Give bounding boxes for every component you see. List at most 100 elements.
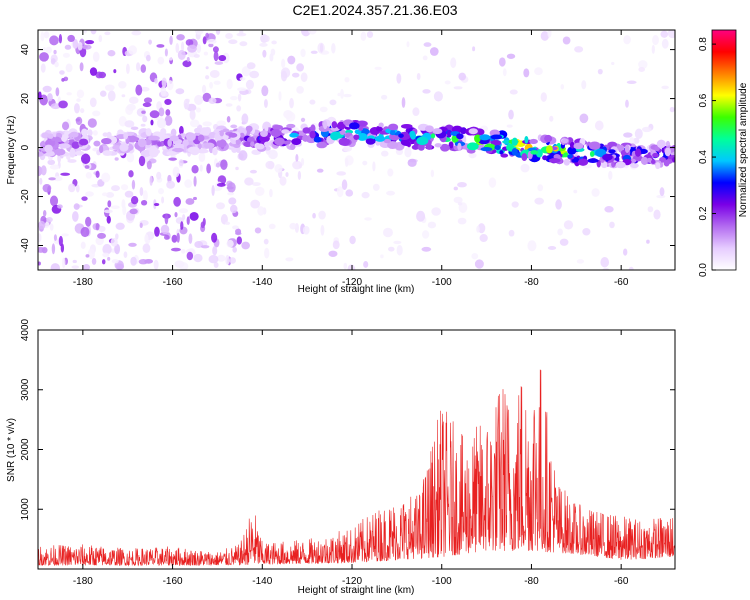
heatmap-cell — [574, 46, 584, 53]
heatmap-cell — [652, 152, 659, 158]
heatmap-cell — [194, 127, 202, 134]
heatmap-cell — [173, 196, 181, 207]
heatmap-cell — [319, 106, 328, 113]
heatmap-cell — [128, 242, 137, 247]
heatmap-cell — [534, 67, 543, 76]
heatmap-cell — [164, 48, 168, 57]
heatmap-cell — [89, 97, 97, 108]
heatmap-cell — [124, 120, 135, 128]
heatmap-cell — [199, 127, 212, 136]
heatmap-cell — [146, 54, 151, 62]
heatmap-cell — [40, 31, 45, 42]
heatmap-cell — [140, 149, 152, 157]
heatmap-cell — [511, 137, 518, 146]
heatmap-cell — [265, 160, 275, 170]
heatmap-cell — [149, 175, 153, 186]
heatmap-cell — [378, 122, 384, 129]
heatmap-cell — [289, 97, 294, 109]
heatmap-cell — [85, 216, 92, 227]
heatmap-cell — [58, 143, 71, 149]
heatmap-cell — [110, 205, 120, 210]
heatmap-cell — [549, 115, 554, 122]
heatmap-cell — [611, 161, 616, 168]
heatmap-cell — [203, 142, 215, 149]
heatmap-cell — [406, 41, 410, 48]
heatmap-cell — [41, 132, 50, 139]
heatmap-cell — [347, 264, 356, 270]
heatmap-cell — [374, 66, 382, 70]
heatmap-cell — [164, 213, 169, 225]
heatmap-cell — [344, 157, 349, 167]
heatmap-cell — [128, 45, 137, 55]
heatmap-cell — [537, 184, 544, 192]
heatmap-cell — [423, 42, 432, 47]
heatmap-cell — [544, 134, 553, 143]
colorbar-gradient — [711, 29, 737, 271]
heatmap-cell — [53, 49, 57, 55]
heatmap-cell — [594, 120, 604, 131]
heatmap-cell — [364, 217, 372, 221]
heatmap-cell — [587, 158, 599, 163]
heatmap-cell — [343, 262, 348, 270]
heatmap-cell — [453, 186, 458, 191]
heatmap-cell — [405, 141, 411, 147]
y-tick-label: 40 — [20, 44, 31, 56]
heatmap-cell — [199, 164, 203, 172]
heatmap-cell — [189, 119, 200, 128]
heatmap-cell — [300, 117, 306, 122]
heatmap-cell — [509, 89, 518, 95]
heatmap-cell — [444, 80, 451, 85]
heatmap-cell — [148, 135, 160, 141]
heatmap-cell — [381, 150, 389, 157]
heatmap-cell — [218, 55, 227, 62]
colorbar-tick-label: 0.0 — [698, 263, 709, 277]
heatmap-cell — [111, 185, 120, 192]
heatmap-cell — [383, 138, 391, 144]
x-tick-label: -100 — [432, 576, 452, 587]
heatmap-cell — [111, 259, 119, 264]
heatmap-cell — [146, 160, 152, 170]
heatmap-cell — [250, 141, 255, 147]
heatmap-cell — [416, 210, 426, 222]
heatmap-cell — [184, 179, 193, 188]
heatmap-cell — [563, 152, 569, 158]
heatmap-cell — [189, 211, 199, 221]
heatmap-cell — [667, 30, 675, 39]
heatmap-cell — [345, 189, 354, 197]
heatmap-cell — [254, 186, 265, 196]
heatmap-cell — [38, 246, 46, 253]
heatmap-cell — [226, 116, 231, 123]
heatmap-cell — [409, 130, 416, 138]
heatmap-cell — [168, 157, 178, 161]
heatmap-cell — [388, 123, 399, 131]
heatmap-cell — [562, 36, 571, 45]
heatmap-cell — [193, 253, 203, 263]
heatmap-cell — [312, 212, 316, 219]
heatmap-cell — [456, 133, 464, 140]
heatmap-cell — [211, 232, 218, 243]
heatmap-cell — [99, 90, 107, 97]
heatmap-cell — [608, 170, 613, 180]
heatmap-cell — [332, 240, 340, 250]
heatmap-cell — [92, 130, 98, 136]
heatmap-cell — [573, 189, 578, 194]
heatmap-cell — [597, 68, 603, 75]
heatmap-cell — [656, 139, 666, 149]
heatmap-cell — [607, 141, 618, 148]
heatmap-cell — [62, 52, 70, 58]
spectrogram-y-label: Frequency (Hz) — [6, 116, 17, 185]
heatmap-cell — [52, 176, 63, 182]
heatmap-cell — [229, 96, 238, 101]
heatmap-cell — [521, 153, 528, 162]
heatmap-cell — [110, 237, 118, 247]
heatmap-cell — [340, 88, 344, 99]
heatmap-cell — [257, 206, 265, 216]
heatmap-cell — [130, 256, 137, 266]
heatmap-cell — [89, 67, 98, 76]
heatmap-cell — [302, 134, 309, 142]
heatmap-cell — [602, 153, 613, 161]
heatmap-cell — [264, 35, 270, 42]
heatmap-cell — [235, 166, 239, 171]
heatmap-cell — [628, 266, 634, 270]
heatmap-cell — [185, 39, 194, 47]
